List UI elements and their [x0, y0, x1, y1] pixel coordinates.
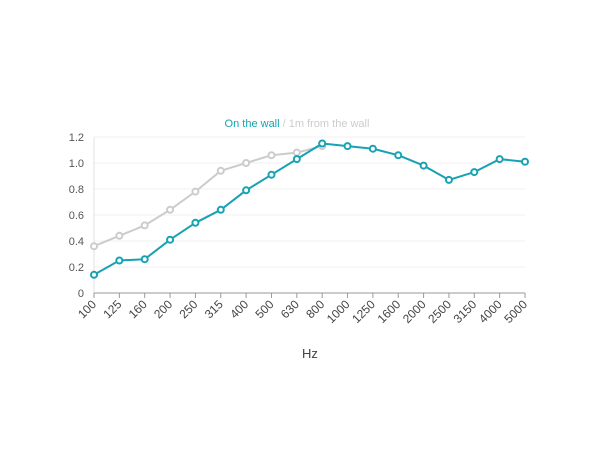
data-point[interactable] [140, 255, 149, 264]
y-tick-label: 0 [78, 288, 84, 300]
data-point[interactable] [444, 175, 453, 184]
x-tick-label: 400 [227, 297, 251, 321]
data-point[interactable] [242, 186, 251, 195]
y-tick-label: 1.2 [69, 132, 84, 144]
y-tick-label: 0.8 [69, 184, 84, 196]
y-tick-label: 0.4 [69, 236, 84, 248]
x-tick-label: 200 [151, 297, 175, 321]
data-point[interactable] [267, 151, 276, 160]
series-line [93, 142, 526, 276]
x-tick-label: 2500 [425, 297, 454, 326]
data-point[interactable] [216, 205, 225, 214]
x-tick-label: 1000 [324, 297, 353, 326]
data-point[interactable] [292, 155, 301, 164]
data-point[interactable] [115, 256, 124, 265]
x-tick-label: 100 [75, 297, 99, 321]
data-point[interactable] [140, 221, 149, 230]
x-tick-label: 250 [176, 297, 200, 321]
x-tick-label: 160 [126, 297, 150, 321]
y-tick-label: 1.0 [69, 158, 84, 170]
data-point[interactable] [90, 270, 98, 279]
x-tick-label: 1250 [349, 297, 378, 326]
legend-entry-on-the-wall[interactable]: On the wall [225, 118, 280, 130]
gridlines [94, 136, 525, 268]
data-point[interactable] [292, 148, 301, 157]
series-0 [90, 139, 529, 279]
data-point[interactable] [90, 242, 98, 251]
y-tick-label: 0.6 [69, 210, 84, 222]
x-tick-label: 4000 [476, 297, 505, 326]
series [90, 139, 529, 279]
series-1 [90, 142, 327, 251]
legend-entry-1m-from-the-wall[interactable]: 1m from the wall [289, 118, 370, 130]
data-point[interactable] [216, 166, 225, 175]
x-tick-label: 800 [303, 297, 327, 321]
x-tick-label: 5000 [501, 297, 530, 326]
x-tick-label: 315 [202, 297, 226, 321]
data-point[interactable] [318, 139, 327, 148]
x-tick-label: 125 [100, 297, 124, 321]
data-point[interactable] [368, 144, 377, 153]
data-point[interactable] [166, 205, 175, 214]
series-line [93, 145, 323, 248]
x-tick-label: 630 [278, 297, 302, 321]
data-point[interactable] [470, 168, 479, 177]
x-tick-label: 500 [253, 297, 277, 321]
data-point[interactable] [267, 170, 276, 179]
data-point[interactable] [242, 159, 251, 167]
data-point[interactable] [343, 142, 352, 151]
x-tick-label: 3150 [451, 297, 480, 326]
data-point[interactable] [419, 161, 428, 170]
legend: On the wall / 1m from the wall [225, 118, 370, 130]
data-point[interactable] [191, 218, 200, 227]
data-point[interactable] [115, 231, 124, 240]
data-point[interactable] [521, 157, 529, 166]
legend-separator: / [280, 118, 289, 130]
y-tick-label: 0.2 [69, 262, 84, 274]
data-point[interactable] [191, 187, 200, 196]
data-point[interactable] [394, 151, 403, 160]
x-tick-label: 1600 [375, 297, 404, 326]
x-axis-title: Hz [302, 346, 318, 361]
x-tick-label: 2000 [400, 297, 429, 326]
data-point[interactable] [166, 235, 175, 244]
data-point[interactable] [495, 155, 504, 164]
